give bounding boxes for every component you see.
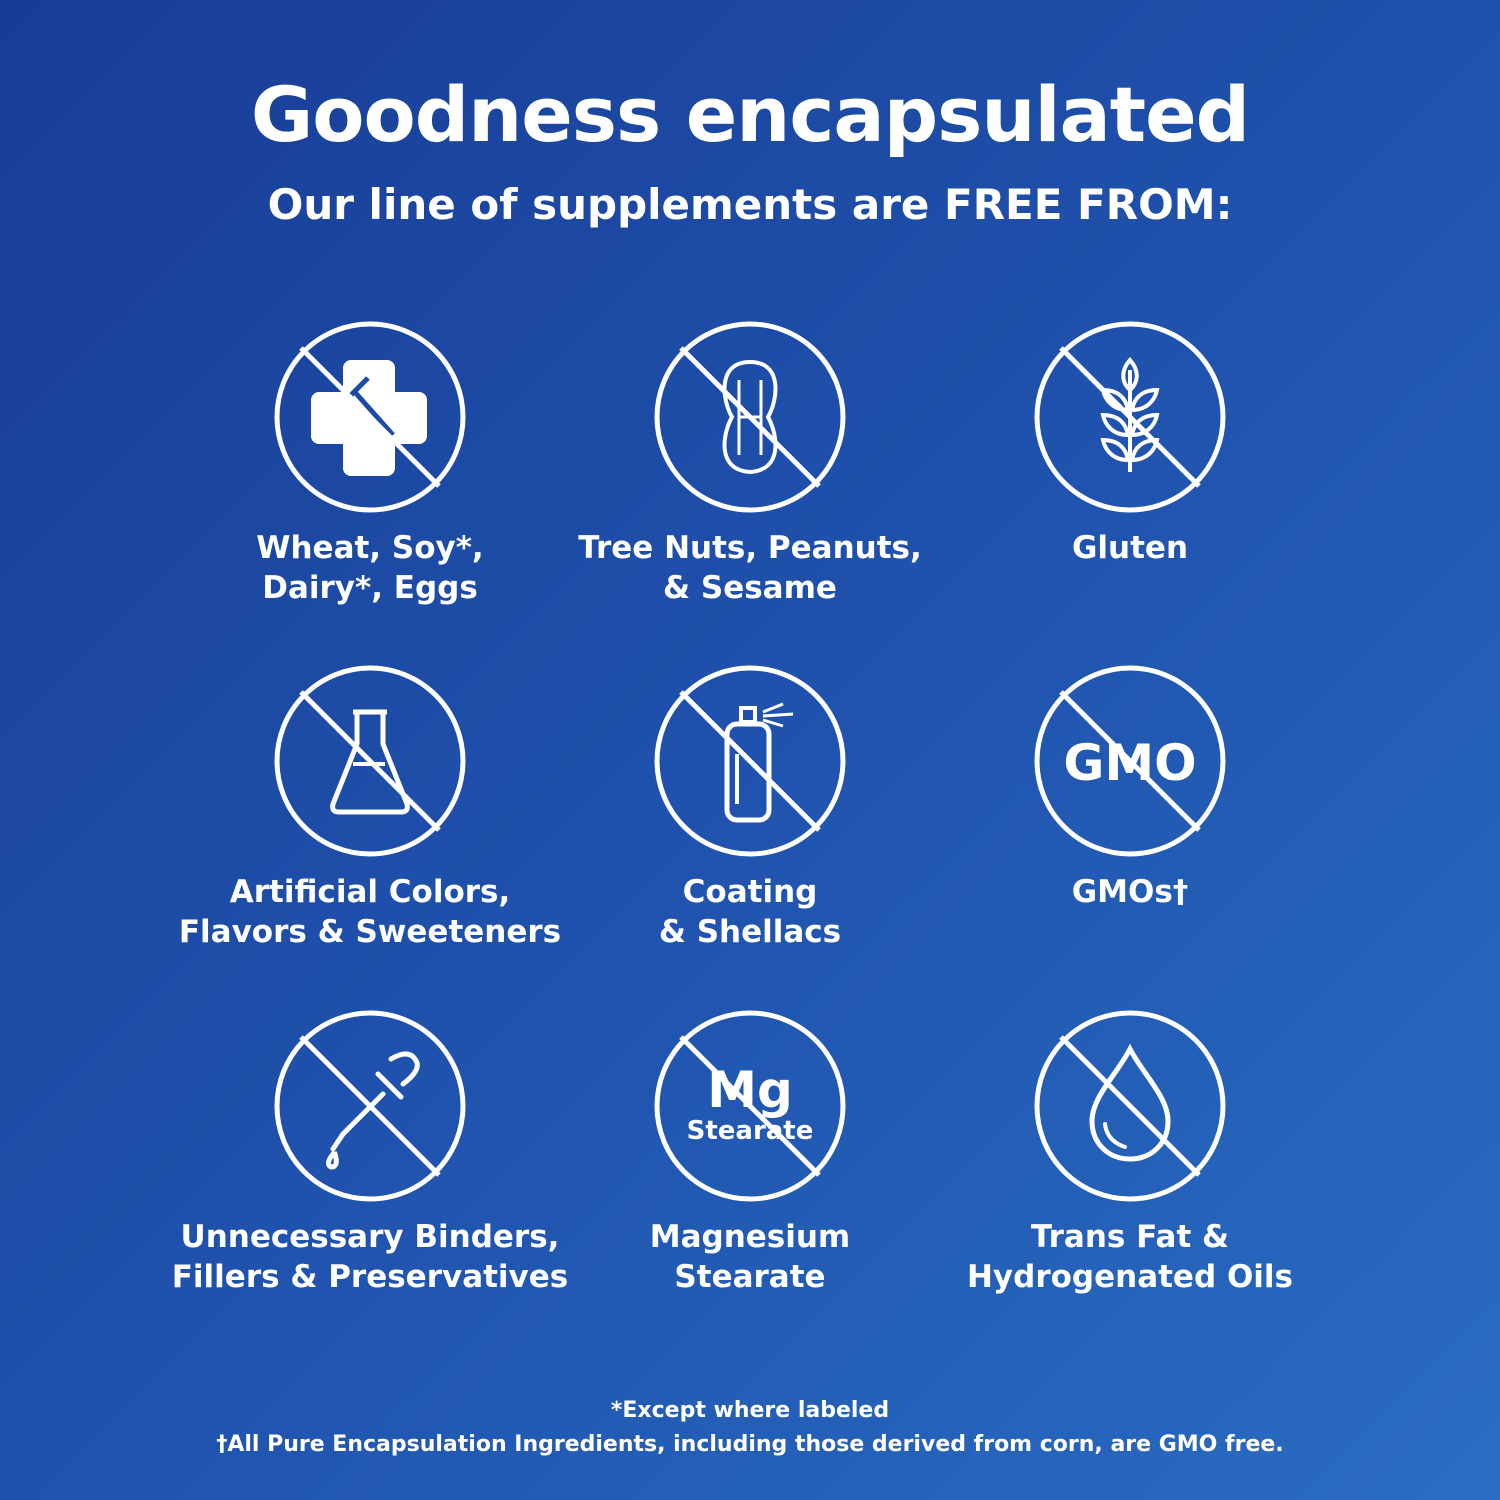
item-label: Magnesium Stearate <box>649 1219 851 1295</box>
svg-text:GMO: GMO <box>1063 734 1196 792</box>
svg-text:Stearate: Stearate <box>687 1116 814 1146</box>
page-subtitle: Our line of supplements are FREE FROM: <box>267 180 1233 229</box>
free-from-item: Tree Nuts, Peanuts, & Sesame <box>550 320 950 608</box>
item-label: Tree Nuts, Peanuts, & Sesame <box>578 530 922 606</box>
item-label: Wheat, Soy*, Dairy*, Eggs <box>256 530 484 606</box>
item-label: GMOs† <box>1071 874 1189 910</box>
free-from-item: Mg Stearate Magnesium Stearate <box>550 1009 950 1297</box>
free-from-item: GMO GMOs† <box>930 664 1330 912</box>
footnote-except: *Except where labeled <box>610 1398 890 1423</box>
item-label: Gluten <box>1071 530 1189 566</box>
no-dropper-icon <box>274 1010 466 1202</box>
no-flask-icon <box>274 665 466 857</box>
no-peanut-icon <box>654 321 846 513</box>
no-mg-stearate-icon: Mg Stearate <box>654 1010 846 1202</box>
footnote-gmo: †All Pure Encapsulation Ingredients, inc… <box>216 1432 1284 1457</box>
no-oil-drop-icon <box>1034 1010 1226 1202</box>
item-label: Unnecessary Binders, Fillers & Preservati… <box>171 1219 569 1295</box>
free-from-item: Trans Fat & Hydrogenated Oils <box>930 1009 1330 1297</box>
item-label: Trans Fat & Hydrogenated Oils <box>966 1219 1293 1295</box>
free-from-item: Unnecessary Binders, Fillers & Preservati… <box>170 1009 570 1297</box>
page-title: Goodness encapsulated <box>250 70 1250 159</box>
no-gmo-icon: GMO <box>1034 665 1226 857</box>
no-allergens-icon <box>274 321 466 513</box>
item-label: Coating & Shellacs <box>658 874 842 950</box>
free-from-item: Coating & Shellacs <box>550 664 950 952</box>
free-from-item: Wheat, Soy*, Dairy*, Eggs <box>170 320 570 608</box>
free-from-item: Gluten <box>930 320 1330 568</box>
svg-text:Mg: Mg <box>707 1061 793 1119</box>
free-from-item: Artificial Colors, Flavors & Sweeteners <box>170 664 570 952</box>
no-wheat-icon <box>1034 321 1226 513</box>
no-spray-icon <box>654 665 846 857</box>
item-label: Artificial Colors, Flavors & Sweeteners <box>178 874 562 950</box>
